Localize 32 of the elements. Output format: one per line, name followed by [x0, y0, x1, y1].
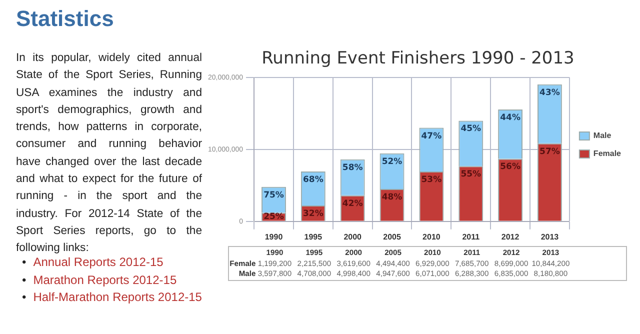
annotation: 25% [264, 212, 284, 222]
text: • Annual Reports 2012-15 [22, 255, 164, 269]
annotation: 57% [540, 146, 560, 157]
legend-label: Female [593, 149, 622, 158]
annotation: 48% [382, 192, 403, 202]
annotation: 68% [302, 175, 324, 186]
annotation: 32% [302, 208, 324, 219]
x-tick-label: 1995 [304, 232, 323, 242]
x-tick-label: 2013 [540, 232, 560, 242]
annotation: 55% [460, 170, 482, 180]
x-tick-label: 1990 [264, 232, 284, 242]
annotation: 47% [421, 131, 442, 142]
text: Statistics [16, 6, 114, 32]
x-tick-label: 2011 [462, 232, 480, 242]
annotation: 53% [421, 174, 442, 185]
annotation: 43% [540, 88, 560, 98]
x-tick-label: 2005 [383, 232, 402, 242]
x-tick-label: 2012 [501, 232, 520, 242]
x-tick-label: 2010 [422, 232, 441, 242]
annotation: 58% [342, 162, 364, 173]
x-tick-label: 2000 [344, 232, 362, 242]
legend-label: Male [593, 131, 612, 140]
annotation: 75% [264, 190, 284, 200]
annotation: 52% [382, 156, 403, 167]
annotation: 45% [460, 124, 482, 134]
annotation: 44% [500, 113, 521, 124]
annotation: 56% [500, 162, 521, 172]
annotation: 42% [342, 198, 364, 209]
text: • Marathon Reports 2012-15 [22, 272, 177, 286]
text: In its popular, widely cited annual State of the Sport Series, Running USA examines the industry and sport's demographics, growth and trends, how patterns in corporate, consumer and running behavior have changed over the last decade and what to expect for the future of running - in the sport and the industry. For 2012-14 State of the Sport Series reports, go to the following links: [16, 52, 202, 254]
text: • Half-Marathon Reports 2012-15 [22, 290, 202, 304]
chart-title: Running Event Finishers 1990 - 2013 [262, 48, 574, 69]
